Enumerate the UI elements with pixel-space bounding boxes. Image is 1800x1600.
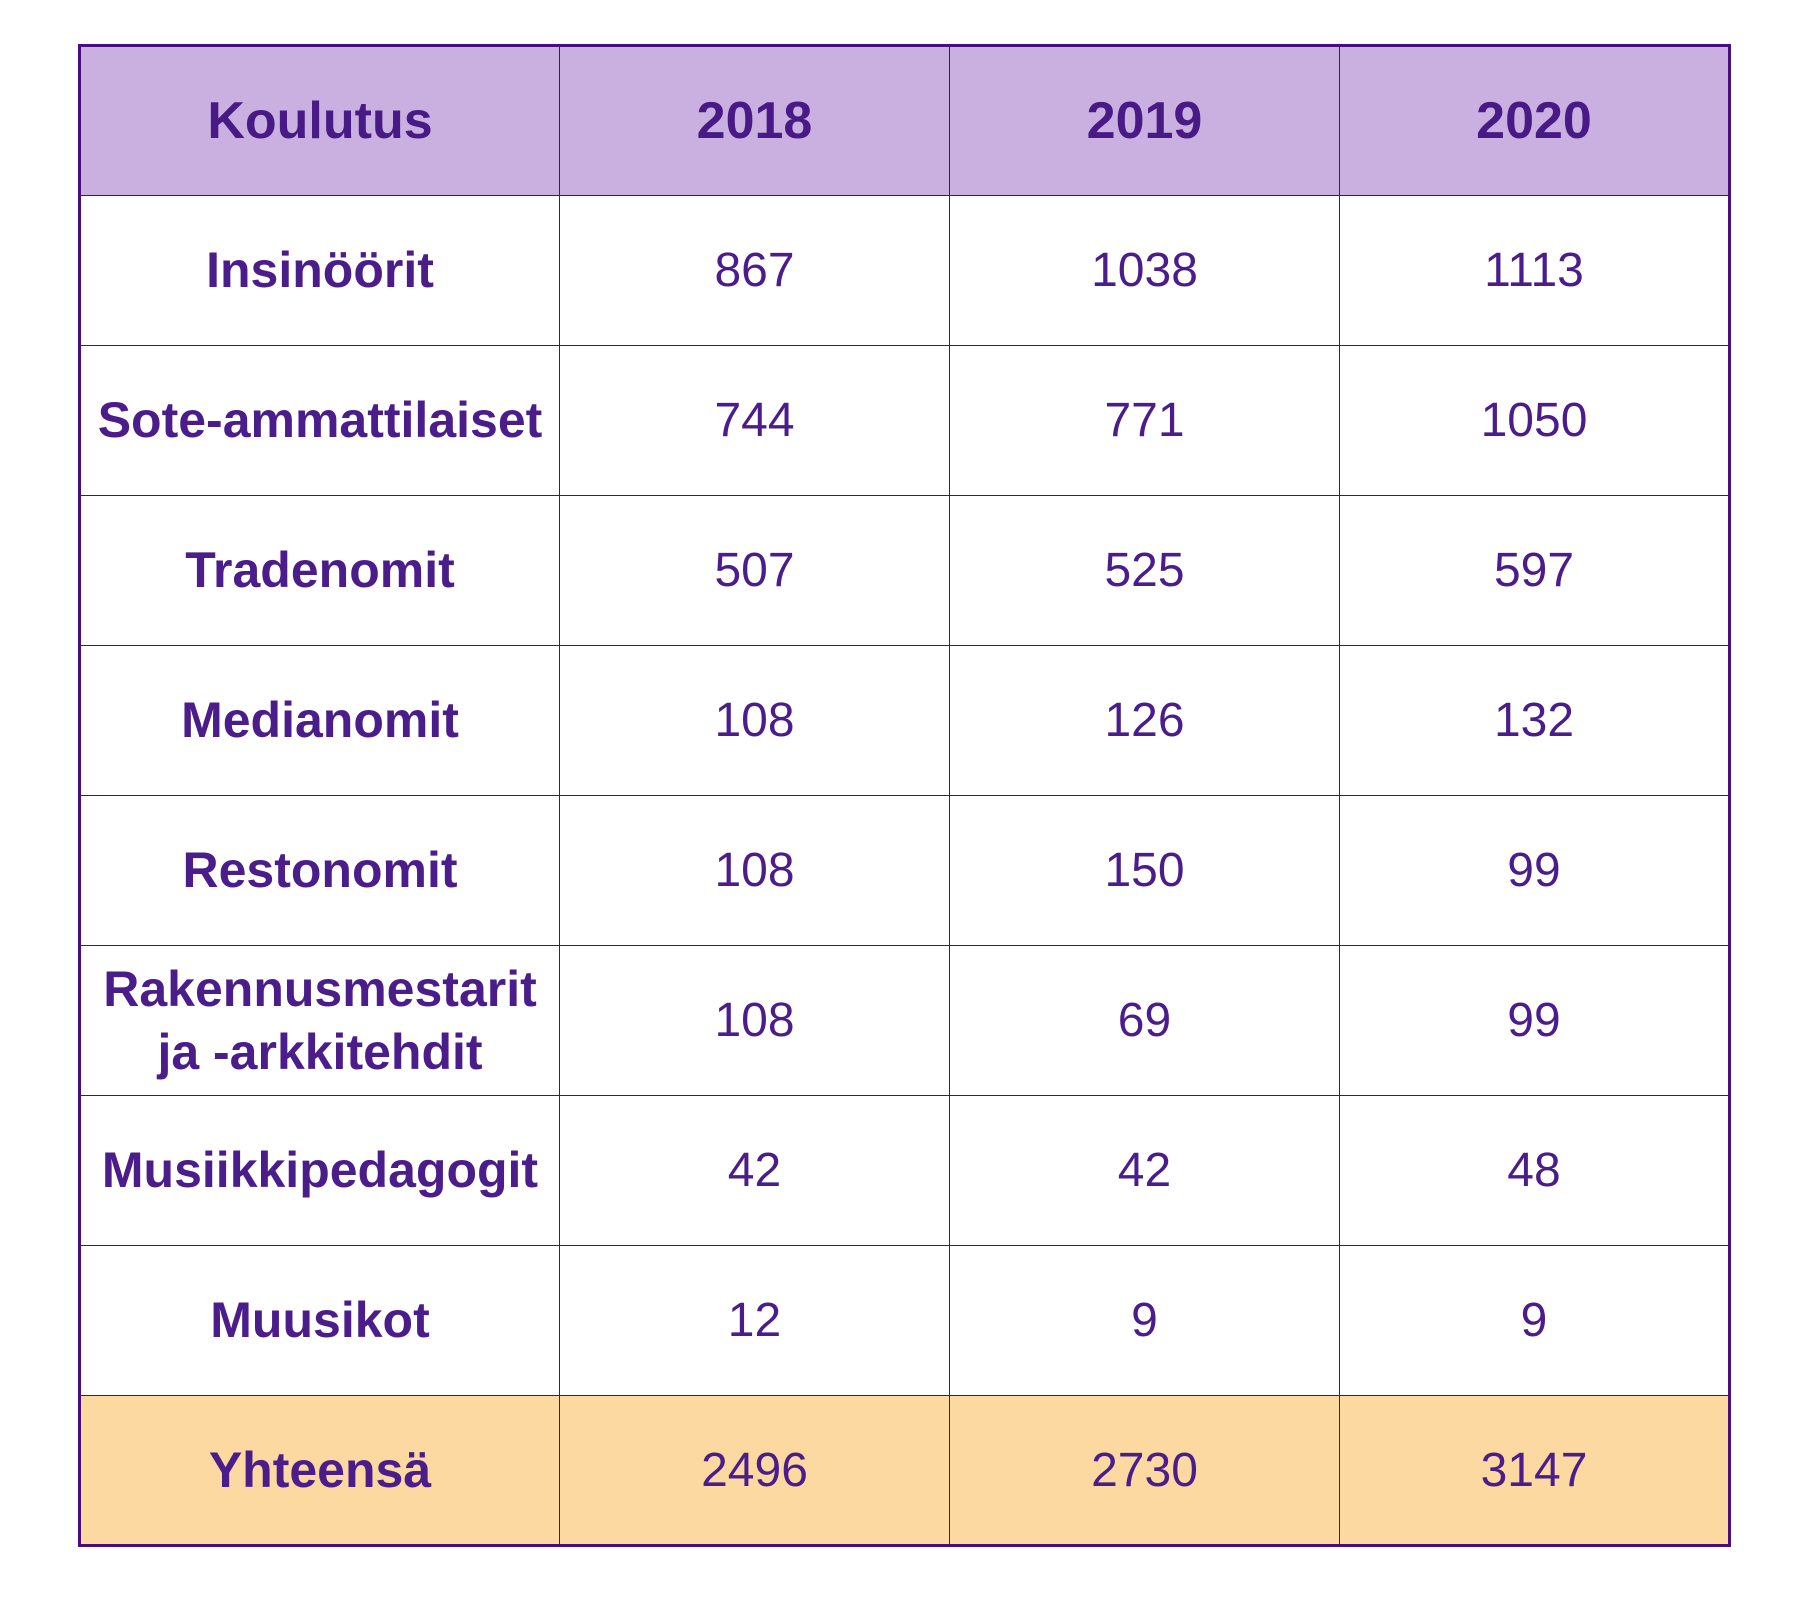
cell-value: 99 <box>1339 795 1730 946</box>
row-label: Insinöörit <box>79 195 560 346</box>
cell-value: 99 <box>1339 945 1730 1096</box>
table-row-restonomit: Restonomit 108 150 99 <box>79 795 1730 946</box>
cell-value: 132 <box>1339 645 1730 796</box>
table-row-medianomit: Medianomit 108 126 132 <box>79 645 1730 796</box>
column-header-2020: 2020 <box>1339 45 1730 196</box>
table-header: Koulutus 2018 2019 2020 <box>79 45 1730 196</box>
table-row-insinoorit: Insinöörit 867 1038 1113 <box>79 195 1730 346</box>
table-body: Insinöörit 867 1038 1113 Sote-ammattilai… <box>79 195 1730 1396</box>
cell-value: 867 <box>559 195 950 346</box>
cell-value: 771 <box>949 345 1340 496</box>
cell-value: 1050 <box>1339 345 1730 496</box>
cell-value: 507 <box>559 495 950 646</box>
header-row: Koulutus 2018 2019 2020 <box>79 45 1730 196</box>
cell-value: 108 <box>559 645 950 796</box>
column-header-2018: 2018 <box>559 45 950 196</box>
cell-value: 525 <box>949 495 1340 646</box>
table-row-muusikot: Muusikot 12 9 9 <box>79 1245 1730 1396</box>
cell-value: 126 <box>949 645 1340 796</box>
row-label: Sote-ammattilaiset <box>79 345 560 496</box>
cell-value: 150 <box>949 795 1340 946</box>
cell-value: 744 <box>559 345 950 496</box>
row-label: Rakennusmestarit ja -arkkitehdit <box>79 945 560 1096</box>
cell-value: 69 <box>949 945 1340 1096</box>
row-label: Restonomit <box>79 795 560 946</box>
table-row-tradenomit: Tradenomit 507 525 597 <box>79 495 1730 646</box>
cell-value: 597 <box>1339 495 1730 646</box>
cell-value: 9 <box>1339 1245 1730 1396</box>
row-label: Musiikkipedagogit <box>79 1095 560 1246</box>
row-label: Medianomit <box>79 645 560 796</box>
cell-value: 108 <box>559 945 950 1096</box>
total-cell-value: 2496 <box>559 1395 950 1546</box>
cell-value: 108 <box>559 795 950 946</box>
total-cell-value: 3147 <box>1339 1395 1730 1546</box>
education-statistics-table: Koulutus 2018 2019 2020 Insinöörit 867 1… <box>78 44 1731 1547</box>
cell-value: 1113 <box>1339 195 1730 346</box>
table-row-musiikkipedagogit: Musiikkipedagogit 42 42 48 <box>79 1095 1730 1246</box>
total-row-label: Yhteensä <box>79 1395 560 1546</box>
column-header-2019: 2019 <box>949 45 1340 196</box>
cell-value: 1038 <box>949 195 1340 346</box>
total-row: Yhteensä 2496 2730 3147 <box>79 1395 1730 1546</box>
cell-value: 48 <box>1339 1095 1730 1246</box>
table-row-rakennusmestarit: Rakennusmestarit ja -arkkitehdit 108 69 … <box>79 945 1730 1096</box>
total-cell-value: 2730 <box>949 1395 1340 1546</box>
row-label: Muusikot <box>79 1245 560 1396</box>
cell-value: 42 <box>559 1095 950 1246</box>
cell-value: 9 <box>949 1245 1340 1396</box>
column-header-koulutus: Koulutus <box>79 45 560 196</box>
cell-value: 42 <box>949 1095 1340 1246</box>
cell-value: 12 <box>559 1245 950 1396</box>
table-footer: Yhteensä 2496 2730 3147 <box>79 1395 1730 1546</box>
row-label: Tradenomit <box>79 495 560 646</box>
table-row-sote-ammattilaiset: Sote-ammattilaiset 744 771 1050 <box>79 345 1730 496</box>
